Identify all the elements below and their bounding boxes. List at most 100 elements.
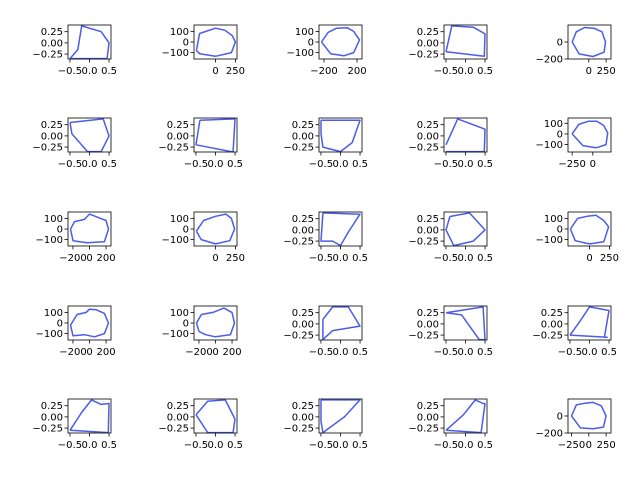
y-tick-label: 0 [557,129,563,140]
x-tick-label: 250 [226,253,245,264]
y-tick-label: 100 [44,308,63,319]
x-tick-label: 0.5 [352,159,368,170]
x-tick-label: 0 [212,66,218,77]
x-tick-label: 200 [96,347,115,358]
subplot-20: −0.5 0.0 0.5 0.250.00−0.25 [532,305,617,358]
x-tick-label: 0.5 [477,347,493,358]
y-tick-label: −200 [536,429,563,440]
x-tick-label: 0.0 [82,66,98,77]
x-tick-label: 0 [586,253,592,264]
y-tick-label: −100 [536,235,563,246]
x-tick-label: 0.0 [458,159,474,170]
series-line [195,118,236,153]
y-tick-label: −100 [287,48,314,59]
x-tick-label: 0.0 [208,159,224,170]
x-tick-label: −200 [59,347,86,358]
subplot-24: −0.5 0.0 0.5 0.250.00−0.25 [408,398,493,451]
x-tick-label: 0.0 [458,66,474,77]
y-tick-label: 0.00 [417,131,439,142]
axes-frame [567,117,612,153]
y-tick-label: 0.25 [541,308,563,319]
x-tick-label: −0.5 [434,159,458,170]
y-tick-label: 0.00 [292,412,314,423]
subplot-8: −0.5 0.0 0.5 0.250.00−0.25 [283,117,368,170]
y-tick-label: 0.00 [541,319,563,330]
axes-frame [193,398,238,434]
series-line [322,306,361,341]
x-tick-label: 0 [212,253,218,264]
series-line [69,399,110,434]
x-tick-label: 0 [586,440,592,451]
y-tick-label: −0.25 [283,331,314,342]
y-tick-label: 100 [170,308,189,319]
y-tick-label: 0.00 [417,412,439,423]
y-tick-label: 0 [57,319,63,330]
x-tick-label: 0.5 [101,440,117,451]
x-tick-label: −0.5 [58,66,82,77]
x-tick-label: 0 [212,347,218,358]
y-tick-label: −0.25 [408,331,439,342]
y-tick-label: −200 [536,55,563,66]
y-tick-label: 100 [544,119,563,130]
y-tick-label: 0 [183,225,189,236]
x-tick-label: −0.5 [184,440,208,451]
y-tick-label: 0 [557,38,563,49]
axes-frame [443,398,488,434]
y-tick-label: 0.25 [417,308,439,319]
subplot-6: −0.5 0.0 0.5 0.250.00−0.25 [32,117,117,170]
y-tick-label: 0.25 [292,308,314,319]
y-tick-label: 0 [557,225,563,236]
x-tick-label: 0 [86,347,92,358]
series-line [320,119,361,153]
y-tick-label: 0.00 [417,319,439,330]
x-tick-label: 0.0 [82,440,98,451]
subplot-13: −0.5 0.0 0.5 0.250.00−0.25 [283,211,368,264]
y-tick-label: −0.25 [158,424,189,435]
x-tick-label: 0.5 [227,440,243,451]
x-tick-label: 0.5 [352,440,368,451]
x-tick-label: 0.5 [601,347,617,358]
series-line [569,214,610,245]
x-tick-label: 0.5 [477,159,493,170]
subplot-1: −0.5 0.0 0.5 0.250.00−0.25 [32,24,117,77]
y-tick-label: 0.00 [292,319,314,330]
x-tick-label: −200 [59,253,86,264]
x-tick-label: −0.5 [309,253,333,264]
x-tick-label: −0.5 [434,253,458,264]
subplot-4: −0.5 0.0 0.5 0.250.00−0.25 [408,24,493,77]
x-tick-label: −250 [558,159,585,170]
x-tick-label: 0 [586,66,592,77]
series-line [320,26,361,57]
series-line [69,308,110,338]
y-tick-label: 0.00 [41,131,63,142]
y-tick-label: −0.25 [32,424,63,435]
y-tick-label: 0.25 [417,401,439,412]
y-tick-label: 0.25 [167,120,189,131]
subplot-21: −0.5 0.0 0.5 0.250.00−0.25 [32,398,117,451]
x-tick-label: 0.0 [333,159,349,170]
y-tick-label: 100 [170,27,189,38]
y-tick-label: −100 [162,329,189,340]
series-line [445,25,486,58]
y-tick-label: −0.25 [408,50,439,61]
series-line [445,118,486,153]
series-line [69,118,110,153]
series-line [570,401,607,430]
y-tick-label: −0.25 [283,237,314,248]
y-tick-label: 0 [57,225,63,236]
x-tick-label: −0.5 [434,440,458,451]
axes-frame [318,305,363,341]
y-tick-label: 0.25 [41,401,63,412]
x-tick-label: −0.5 [309,440,333,451]
series-line [195,399,236,434]
subplot-7: −0.5 0.0 0.5 0.250.00−0.25 [158,117,243,170]
y-tick-label: 0.25 [292,401,314,412]
y-tick-label: −0.25 [532,331,563,342]
y-tick-label: 0.25 [292,120,314,131]
x-tick-label: 0.5 [477,253,493,264]
y-tick-label: 0.00 [167,131,189,142]
x-tick-label: 0.0 [458,253,474,264]
series-line [445,306,486,341]
y-tick-label: −0.25 [408,424,439,435]
